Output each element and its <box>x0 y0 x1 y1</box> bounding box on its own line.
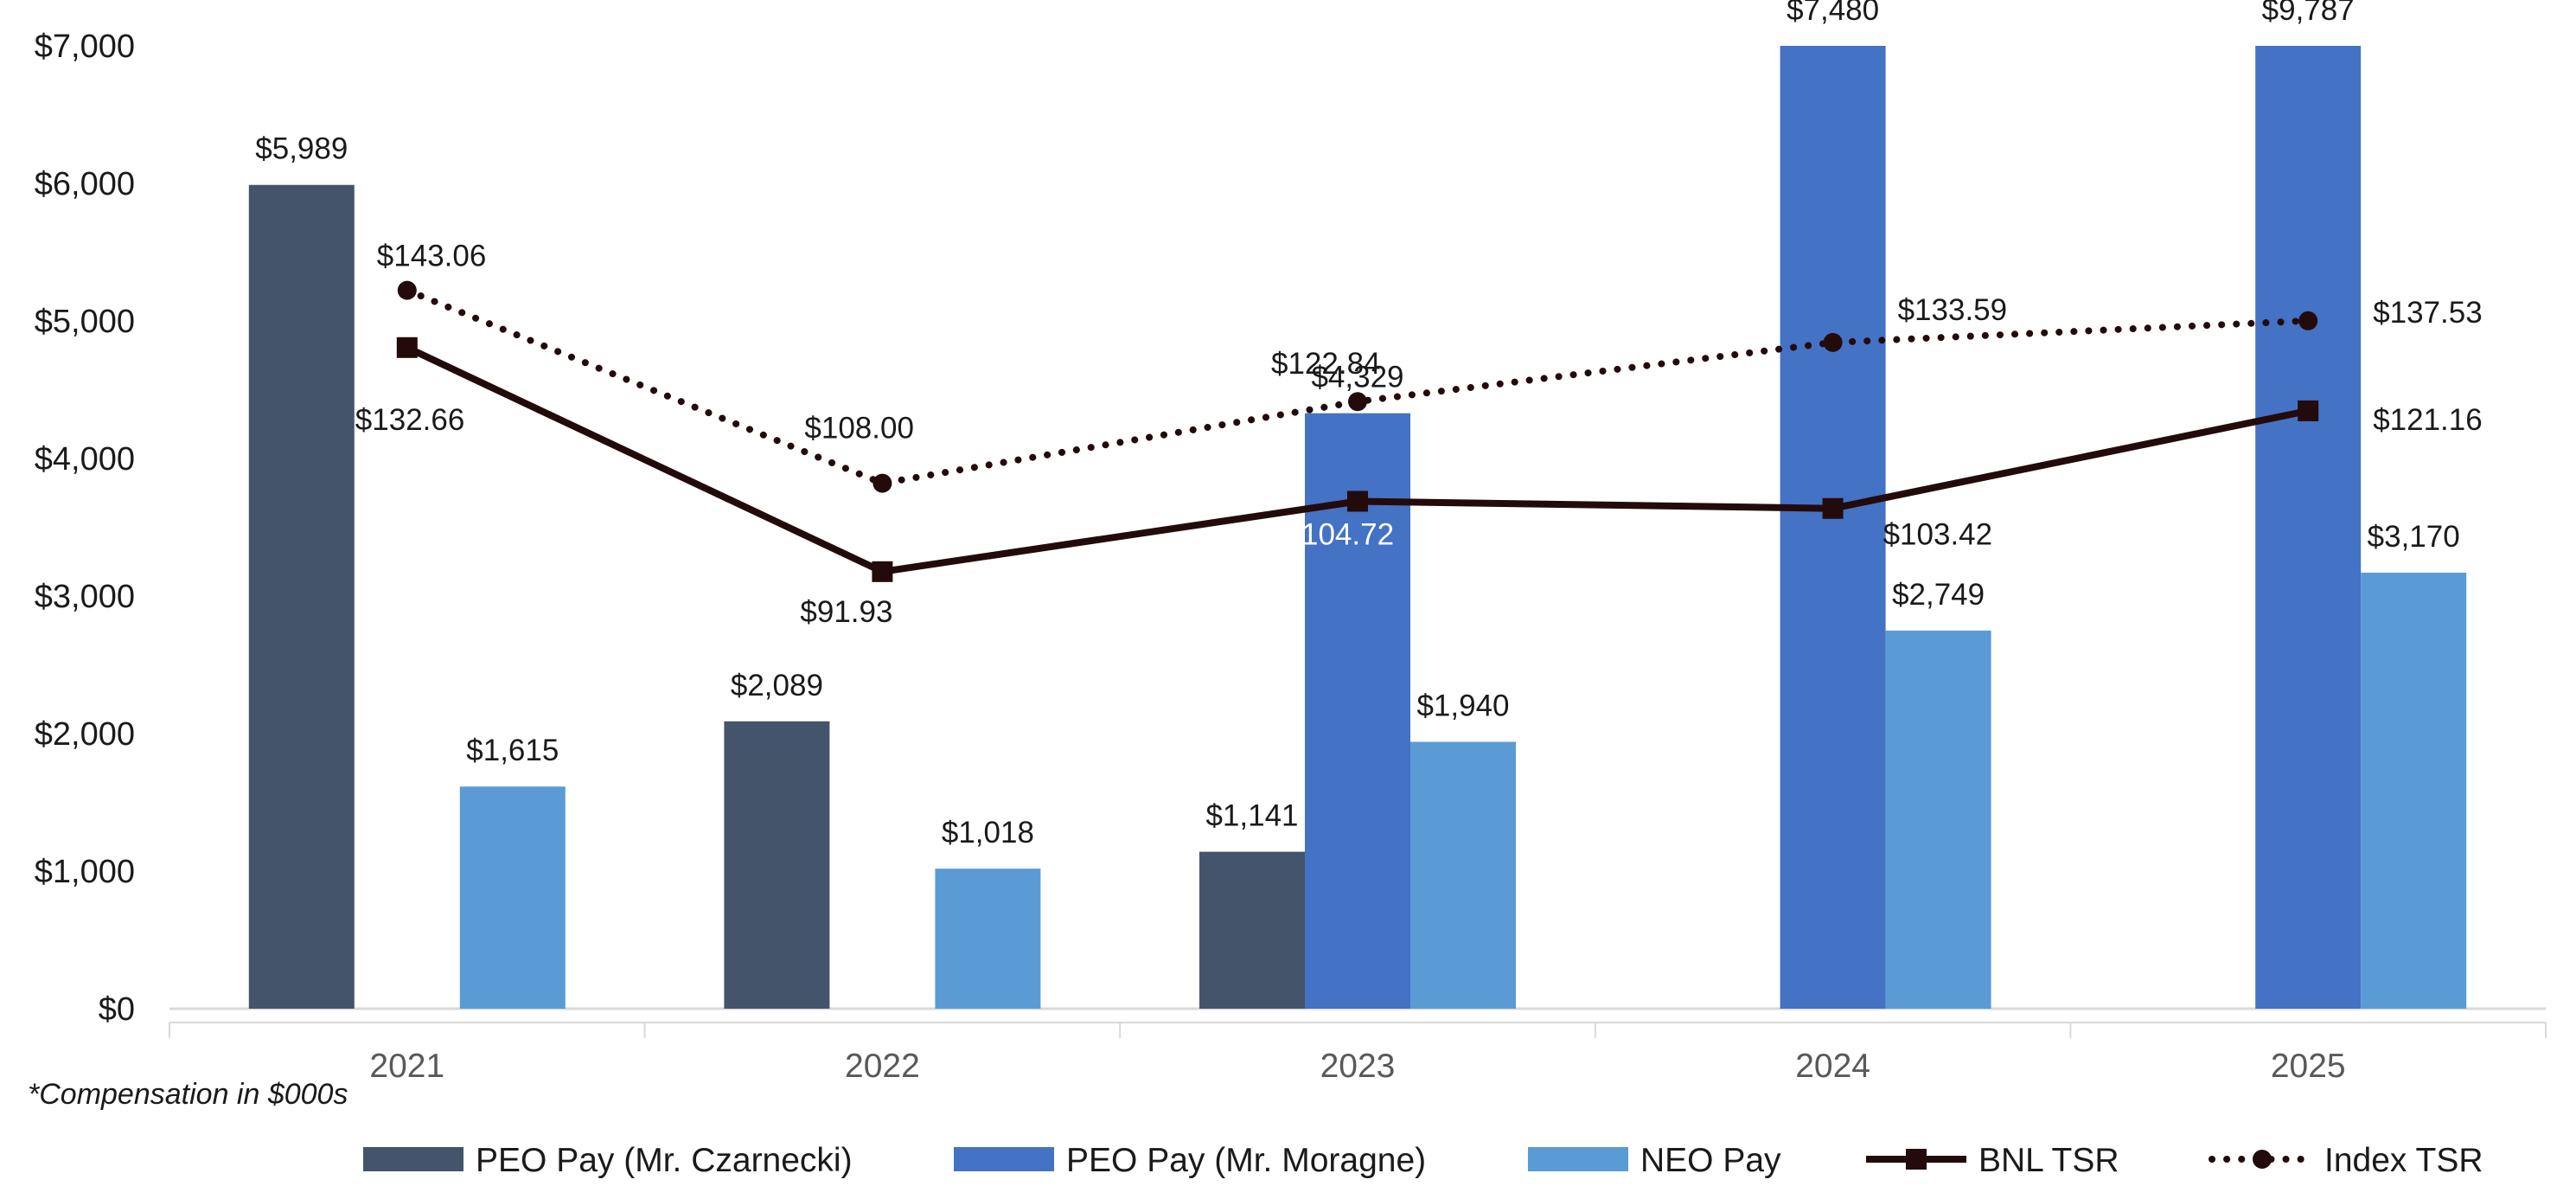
tsr-data-label: $133.59 <box>1898 293 2008 327</box>
tsr-lines <box>396 280 2319 582</box>
legend-swatch <box>954 1147 1054 1171</box>
marker-index-tsr-2024 <box>1823 332 1843 352</box>
tsr-data-label: $137.53 <box>2373 296 2483 330</box>
bar-peo-pay-mr-czarnecki-2022 <box>724 721 830 1009</box>
legend-label: NEO Pay <box>1640 1142 1781 1179</box>
y-tick-label: $5,000 <box>35 304 135 340</box>
axes <box>169 1007 2547 1038</box>
legend-label: PEO Pay (Mr. Moragne) <box>1066 1142 1426 1179</box>
legend-marker <box>1906 1149 1927 1170</box>
tsr-data-label: $122.84 <box>1271 347 1381 381</box>
legend-item-peo-pay-mr-moragne: PEO Pay (Mr. Moragne) <box>954 1142 1426 1179</box>
bar-data-label: $3,170 <box>2368 520 2460 554</box>
bar-neo-pay-2025 <box>2361 572 2467 1009</box>
bar-neo-pay-2022 <box>935 869 1041 1009</box>
y-tick-label: $6,000 <box>35 166 135 202</box>
legend-item-index-tsr: Index TSR <box>2208 1142 2483 1179</box>
marker-index-tsr-2022 <box>873 473 892 493</box>
y-tick-label: $1,000 <box>35 854 135 890</box>
legend-swatch <box>1528 1147 1628 1171</box>
bar-data-label: $1,141 <box>1205 799 1298 833</box>
bars <box>248 46 2467 1010</box>
marker-index-tsr-2025 <box>2298 311 2318 330</box>
y-tick-label: $2,000 <box>35 716 135 753</box>
y-tick-label: $0 <box>99 991 135 1028</box>
bar-neo-pay-2023 <box>1410 741 1516 1009</box>
bar-peo-pay-mr-moragne-2025 <box>2255 46 2362 1009</box>
marker-index-tsr-2021 <box>397 280 417 300</box>
legend-label: PEO Pay (Mr. Czarnecki) <box>476 1142 853 1179</box>
bar-data-label: $7,480 <box>1787 0 1879 27</box>
y-tick-label: $7,000 <box>35 29 135 65</box>
x-axis-tick-labels: 2021 2022 2023 2024 2025 <box>369 1048 2345 1085</box>
tsr-data-label: $103.42 <box>1883 518 1993 552</box>
legend: PEO Pay (Mr. Czarnecki) PEO Pay (Mr. Mora… <box>363 1142 2483 1179</box>
marker-bnl-tsr-2023 <box>1347 490 1368 512</box>
y-tick-label: $4,000 <box>35 441 135 478</box>
legend-label: BNL TSR <box>1978 1142 2119 1179</box>
compensation-note: *Compensation in $000s <box>28 1078 348 1111</box>
bar-peo-pay-mr-moragne-2024 <box>1780 46 1886 1009</box>
x-tick-label: 2024 <box>1795 1048 1870 1085</box>
bar-data-label: $2,749 <box>1892 578 1985 612</box>
y-tick-label: $3,000 <box>35 579 135 615</box>
marker-bnl-tsr-2024 <box>1822 497 1844 519</box>
bar-data-label: $1,615 <box>466 734 559 767</box>
x-tick-label: 2023 <box>1320 1048 1396 1085</box>
legend-label: Index TSR <box>2324 1142 2483 1179</box>
marker-index-tsr-2023 <box>1348 392 1367 412</box>
bar-peo-pay-mr-czarnecki-2021 <box>248 184 355 1009</box>
marker-bnl-tsr-2022 <box>872 561 893 582</box>
bar-data-label: $2,089 <box>731 669 823 702</box>
x-tick-label: 2021 <box>369 1048 444 1085</box>
bar-peo-pay-mr-czarnecki-2023 <box>1199 851 1305 1009</box>
x-tick-label: 2025 <box>2271 1048 2346 1085</box>
bar-data-label: $5,989 <box>255 132 348 166</box>
tsr-data-label: $132.66 <box>355 403 465 437</box>
legend-swatch <box>363 1147 463 1171</box>
tsr-data-labels: $132.66 $91.93 104.72 $103.42 $121.16 $143.06… <box>355 240 2483 629</box>
bar-neo-pay-2024 <box>1885 630 1991 1009</box>
legend-item-bnl-tsr: BNL TSR <box>1866 1142 2119 1179</box>
bar-neo-pay-2021 <box>459 786 566 1009</box>
bar-data-labels: $5,989 $2,089 $1,141 $4,329 $7,480 $9,787 $1,6… <box>255 0 2459 850</box>
legend-item-peo-pay-mr-czarnecki: PEO Pay (Mr. Czarnecki) <box>363 1142 853 1179</box>
marker-bnl-tsr-2021 <box>396 337 418 358</box>
tsr-data-label: 104.72 <box>1301 517 1394 551</box>
x-tick-label: 2022 <box>845 1048 920 1085</box>
tsr-data-label: $108.00 <box>804 412 914 446</box>
bar-data-label: $4,329 <box>1311 361 1403 394</box>
line-index-tsr <box>403 286 2312 487</box>
bar-data-label: $1,940 <box>1416 689 1509 723</box>
tsr-data-label: $143.06 <box>377 240 487 273</box>
y-axis-tick-labels: $0 $1,000 $2,000 $3,000 $4,000 $5,000 $6,000 $7… <box>35 29 135 1028</box>
legend-marker <box>2253 1150 2272 1169</box>
bar-data-label: $9,787 <box>2262 0 2355 27</box>
tsr-data-label: $91.93 <box>800 595 892 629</box>
bar-peo-pay-mr-moragne-2023 <box>1305 413 1410 1010</box>
legend-item-neo-pay: NEO Pay <box>1528 1142 1781 1179</box>
bar-data-label: $1,018 <box>942 816 1034 850</box>
tsr-data-label: $121.16 <box>2373 403 2483 437</box>
marker-bnl-tsr-2025 <box>2298 400 2319 421</box>
